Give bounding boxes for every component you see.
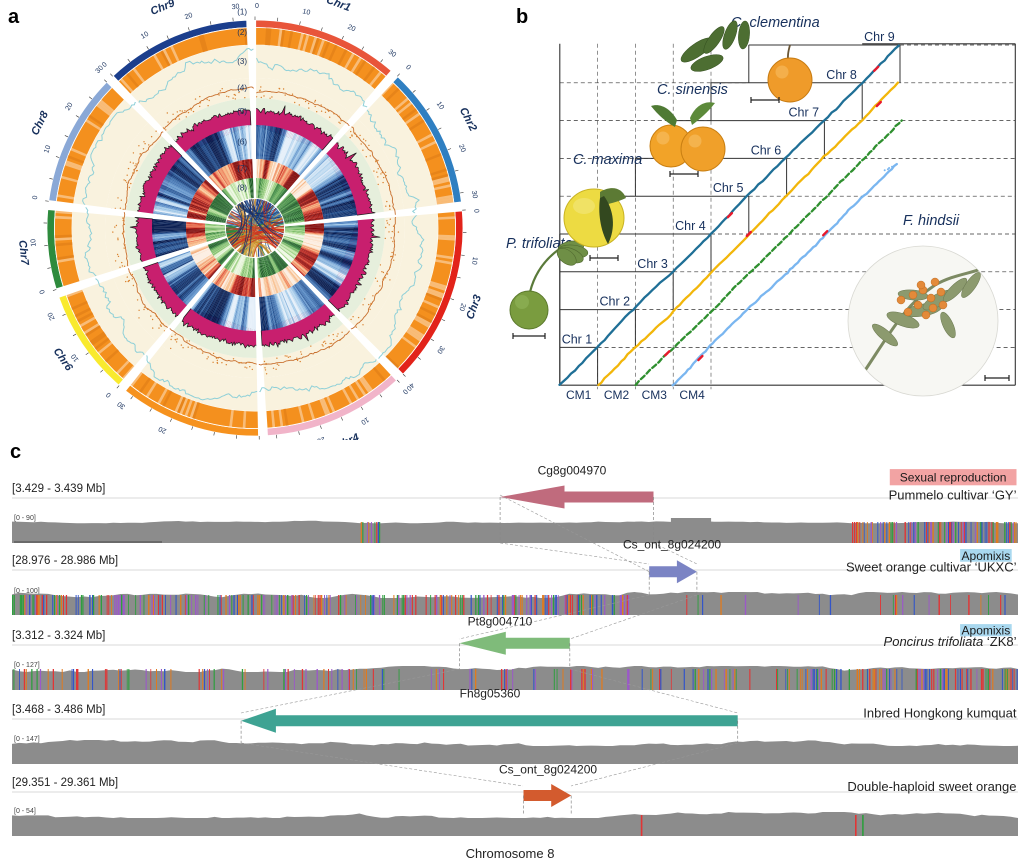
svg-text:Cs_ont_8g024200: Cs_ont_8g024200 xyxy=(623,538,721,552)
svg-text:[0 - 147]: [0 - 147] xyxy=(14,736,40,743)
svg-text:[3.468 - 3.486 Mb]: [3.468 - 3.486 Mb] xyxy=(12,704,105,716)
svg-text:Double-haploid sweet orange: Double-haploid sweet orange xyxy=(847,779,1016,794)
svg-text:Chr 6: Chr 6 xyxy=(751,143,782,157)
svg-text:Chr 5: Chr 5 xyxy=(713,181,744,195)
svg-text:Poncirus trifoliata ‘ZK8’: Poncirus trifoliata ‘ZK8’ xyxy=(884,634,1017,649)
svg-text:Cs_ont_8g024200: Cs_ont_8g024200 xyxy=(499,763,597,777)
svg-text:c: c xyxy=(10,441,21,463)
svg-text:[3.312 - 3.324 Mb]: [3.312 - 3.324 Mb] xyxy=(12,630,105,642)
svg-text:CM2: CM2 xyxy=(604,388,630,402)
svg-text:Chr 7: Chr 7 xyxy=(789,106,820,120)
svg-text:Chromosome 8: Chromosome 8 xyxy=(466,846,555,861)
svg-text:C. sinensis: C. sinensis xyxy=(657,82,728,98)
svg-text:CM4: CM4 xyxy=(679,388,705,402)
svg-text:[29.351 - 29.361 Mb]: [29.351 - 29.361 Mb] xyxy=(12,777,118,789)
svg-text:Sweet orange cultivar ‘UKXC’: Sweet orange cultivar ‘UKXC’ xyxy=(846,560,1017,575)
svg-text:Chr 9: Chr 9 xyxy=(864,30,895,44)
svg-text:Pummelo cultivar ‘GY’: Pummelo cultivar ‘GY’ xyxy=(889,487,1017,502)
svg-text:[3.429 - 3.439 Mb]: [3.429 - 3.439 Mb] xyxy=(12,483,105,495)
svg-text:[0 - 90]: [0 - 90] xyxy=(14,515,36,522)
svg-text:CM3: CM3 xyxy=(642,388,668,402)
svg-text:[0 - 54]: [0 - 54] xyxy=(14,808,36,815)
svg-text:CM1: CM1 xyxy=(566,388,592,402)
svg-text:[28.976 - 28.986 Mb]: [28.976 - 28.986 Mb] xyxy=(12,555,118,567)
svg-text:Sexual reproduction: Sexual reproduction xyxy=(900,471,1007,485)
svg-text:[0 - 127]: [0 - 127] xyxy=(14,662,40,669)
svg-text:Inbred Hongkong kumquat: Inbred Hongkong kumquat xyxy=(863,705,1017,720)
svg-text:Chr 8: Chr 8 xyxy=(826,68,857,82)
svg-text:Chr 4: Chr 4 xyxy=(675,219,706,233)
svg-text:F. hindsii: F. hindsii xyxy=(903,213,960,229)
svg-text:Cg8g004970: Cg8g004970 xyxy=(538,464,607,478)
svg-text:Chr 3: Chr 3 xyxy=(637,257,668,271)
svg-text:Fh8g05360: Fh8g05360 xyxy=(460,686,521,700)
svg-text:Chr 1: Chr 1 xyxy=(562,332,593,346)
svg-text:Chr 2: Chr 2 xyxy=(600,295,631,309)
svg-text:C. maxima: C. maxima xyxy=(573,152,642,168)
svg-text:Pt8g004710: Pt8g004710 xyxy=(468,614,533,628)
